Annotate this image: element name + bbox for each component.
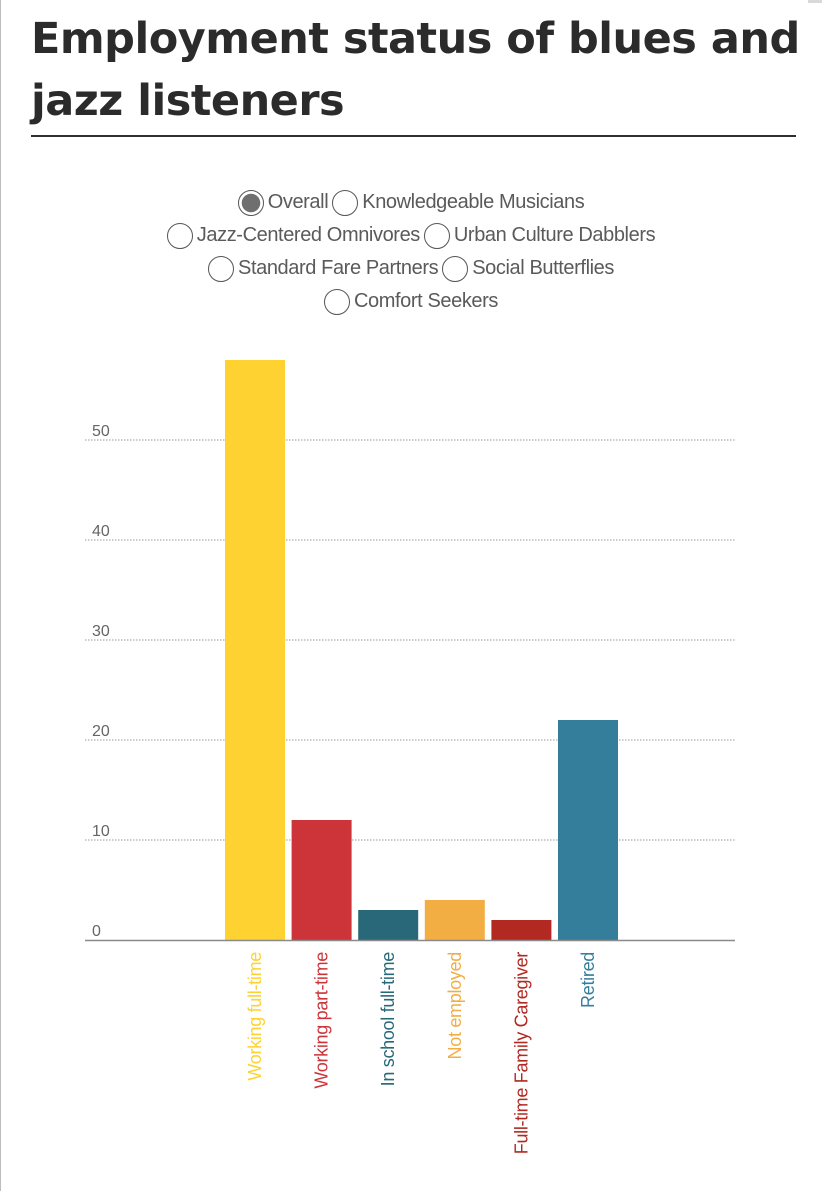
radio-option-urban-culture-dabblers[interactable]: Urban Culture Dabblers [423, 222, 656, 249]
radio-button-icon[interactable] [442, 255, 469, 282]
radio-option-knowledgeable-musicians[interactable]: Knowledgeable Musicians [332, 189, 585, 216]
radio-label: Comfort Seekers [353, 290, 499, 312]
x-tick-label: Full-time Family Caregiver [511, 952, 531, 1155]
bar [424, 900, 485, 940]
radio-button-icon[interactable] [323, 288, 350, 315]
radio-button-icon[interactable] [332, 189, 359, 216]
page-title: Employment status of blues and jazz list… [31, 14, 800, 126]
left-border [0, 0, 1, 1191]
y-tick-label: 50 [92, 423, 110, 440]
y-tick-label: 0 [92, 923, 101, 940]
x-tick-label: Retired [578, 952, 598, 1008]
y-tick-label: 30 [92, 623, 110, 640]
bar [225, 360, 285, 940]
radio-label: Standard Fare Partners [238, 257, 439, 279]
radio-label: Urban Culture Dabblers [453, 224, 656, 246]
radio-button-icon[interactable] [208, 255, 235, 282]
bar [291, 820, 352, 940]
bar [558, 720, 618, 940]
x-tick-label: In school full-time [378, 952, 398, 1087]
radio-label: Overall [267, 191, 329, 213]
radio-button-icon[interactable] [423, 222, 450, 249]
radio-label: Social Butterflies [472, 257, 614, 279]
radio-label: Jazz-Centered Omnivores [196, 224, 421, 246]
corner-mark [808, 0, 822, 3]
radio-option-overall[interactable]: Overall [237, 189, 329, 216]
y-tick-label: 10 [92, 823, 110, 840]
radio-row: Standard Fare Partners Social Butterflie… [0, 252, 822, 285]
x-tick-label: Working full-time [245, 952, 265, 1081]
x-tick-label: Working part-time [312, 952, 332, 1089]
radio-option-comfort-seekers[interactable]: Comfort Seekers [323, 288, 499, 315]
x-tick-label: Not employed [445, 952, 465, 1059]
y-tick-label: 20 [92, 723, 110, 740]
radio-button-icon[interactable] [237, 189, 264, 216]
bar [358, 910, 419, 940]
radio-option-jazz-centered-omnivores[interactable]: Jazz-Centered Omnivores [166, 222, 421, 249]
radio-row: Overall Knowledgeable Musicians [0, 186, 822, 219]
radio-row: Jazz-Centered Omnivores Urban Culture Da… [0, 219, 822, 252]
bar [491, 920, 552, 940]
y-tick-label: 40 [92, 523, 110, 540]
employment-bar-chart: 0 10 20 30 40 50 Working full-time Working part… [85, 360, 735, 1155]
radio-option-standard-fare-partners[interactable]: Standard Fare Partners [208, 255, 439, 282]
radio-button-icon[interactable] [166, 222, 193, 249]
segment-filter: Overall Knowledgeable Musicians Jazz-Cen… [0, 186, 822, 318]
radio-option-social-butterflies[interactable]: Social Butterflies [442, 255, 614, 282]
radio-row: Comfort Seekers [0, 285, 822, 318]
radio-label: Knowledgeable Musicians [362, 191, 585, 213]
title-underline [31, 135, 796, 137]
